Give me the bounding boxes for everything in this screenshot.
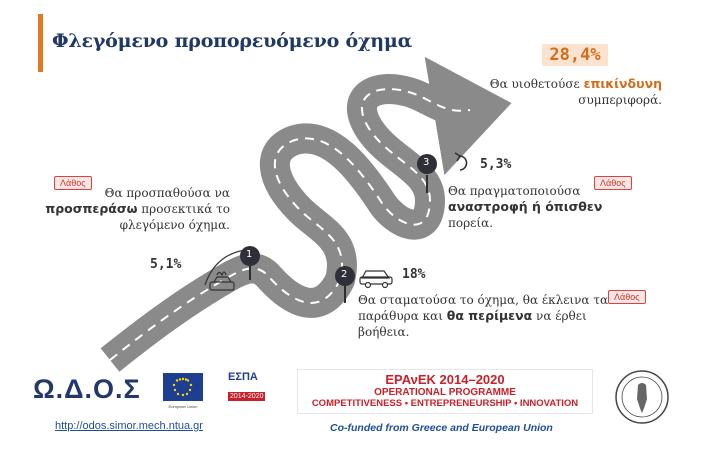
option-2-text-bold: θα περίμενα (446, 308, 533, 323)
option-1-text-b: προσεκτικά το (137, 202, 230, 216)
option-1-text-a: Θα προσπαθούσα να (104, 186, 230, 200)
u-turn-icon (454, 152, 468, 171)
result-text: Θα υιοθετούσε επικίνδυνη συμπεριφορά. (482, 76, 662, 108)
result-line1: Θα υιοθετούσε (489, 77, 580, 91)
option-2-text-d: βοήθεια. (358, 325, 410, 339)
burning-car-icon (204, 249, 246, 291)
epanek-banner: ΕΡΑνΕΚ 2014–2020 OPERATIONAL PROGRAMME C… (297, 369, 593, 414)
option-2-text-b: παράθυρα και (358, 309, 447, 323)
result-line2: συμπεριφορά. (578, 93, 662, 107)
pin-3-number: 3 (423, 157, 430, 168)
epanek-programme: OPERATIONAL PROGRAMME (374, 387, 516, 398)
option-3-text-c: πορεία. (448, 216, 494, 230)
ntua-seal-logo (614, 369, 670, 425)
option-2-text-a: Θα σταματούσα το όχημα, θα έκλεινα τα (358, 293, 609, 307)
option-1-percent: 5,1% (150, 257, 182, 272)
odos-logo: Ω.Δ.Ο.Σ (33, 374, 141, 404)
espa-title: ΕΣΠΑ (228, 371, 258, 383)
espa-years: 2014-2020 (228, 392, 266, 401)
option-1-wrong-badge: Λάθος (54, 176, 92, 190)
espa-logo: ΕΣΠΑ 2014-2020 (228, 371, 276, 415)
page-title: Φλεγόμενο προπορευόμενο όχημα (52, 30, 413, 52)
option-2-text: Θα σταματούσα το όχημα, θα έκλεινα τα πα… (358, 292, 618, 340)
pin-3 (417, 154, 437, 193)
pin-2-number: 2 (341, 269, 348, 280)
option-1-text: Θα προσπαθούσα να προσπεράσω προσεκτικά … (40, 185, 230, 233)
website-link[interactable]: http://odos.simor.mech.ntua.gr (55, 420, 203, 432)
cofunded-text: Co-funded from Greece and European Union (330, 422, 553, 434)
eu-caption: European Union (168, 404, 198, 409)
eu-flag-logo (163, 373, 203, 401)
option-2-wrong-badge: Λάθος (608, 290, 646, 304)
option-3-text-bold: αναστροφή ή όπισθεν (448, 199, 603, 214)
epanek-title: ΕΡΑνΕΚ 2014–2020 (385, 372, 505, 387)
option-3-text: Θα πραγματοποιούσα αναστροφή ή όπισθεν π… (448, 183, 648, 231)
option-1-text-bold: προσπεράσω (45, 201, 138, 216)
title-accent-bar (38, 14, 43, 72)
option-3-wrong-badge: Λάθος (594, 176, 632, 190)
pin-2 (335, 266, 355, 303)
result-line1-bold: επικίνδυνη (583, 76, 662, 91)
option-3-percent: 5,3% (480, 157, 512, 172)
epanek-tagline: COMPETITIVENESS • ENTREPRENEURSHIP • INN… (311, 398, 579, 409)
option-2-text-c: να έρθει (532, 309, 587, 323)
option-2-percent: 18% (402, 267, 426, 282)
car-icon (359, 270, 393, 289)
option-1-text-c: φλεγόμενο όχημα. (119, 218, 230, 232)
pin-1-number: 1 (246, 249, 253, 260)
result-percent: 28,4% (542, 44, 608, 66)
pin-1 (240, 246, 260, 280)
option-3-text-a: Θα πραγματοποιούσα (448, 184, 581, 198)
